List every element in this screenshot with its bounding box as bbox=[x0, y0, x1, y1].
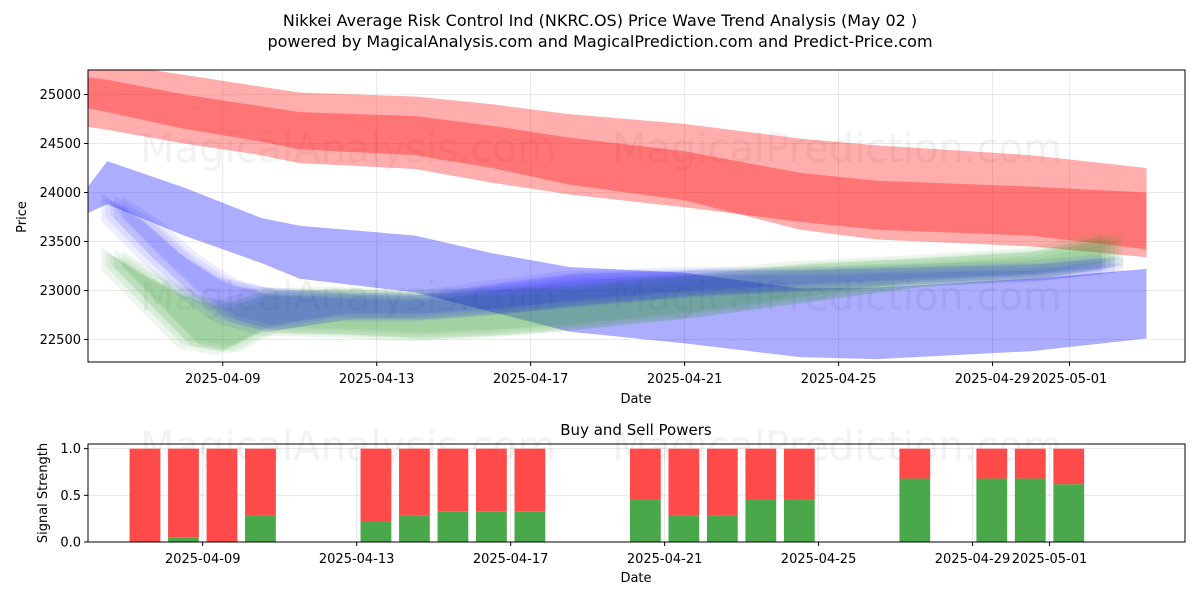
watermark-right: MagicalPrediction.com bbox=[612, 126, 1062, 172]
buy-bar bbox=[783, 499, 815, 542]
sell-bar bbox=[437, 448, 469, 512]
sell-bar bbox=[745, 448, 777, 500]
sell-bar bbox=[976, 448, 1008, 479]
signal-ytick-label: 1.0 bbox=[60, 442, 81, 457]
green-wave-band bbox=[114, 233, 1115, 354]
signal-ytick-label: 0.5 bbox=[60, 489, 81, 504]
buy-bar bbox=[476, 511, 507, 542]
price-y-label: Price bbox=[15, 201, 30, 233]
signal-xtick-label: 2025-04-09 bbox=[165, 552, 241, 567]
chart-subtitle: powered by MagicalAnalysis.com and Magic… bbox=[267, 32, 932, 51]
signal-x-ticks: 2025-04-09 2025-04-13 2025-04-17 2025-04-21… bbox=[165, 542, 1087, 567]
price-xtick-label: 2025-05-01 bbox=[1032, 372, 1108, 387]
sell-bar bbox=[129, 448, 161, 542]
price-ytick-label: 23500 bbox=[40, 235, 81, 250]
watermark-left: MagicalAnalysis.com bbox=[140, 126, 556, 172]
sell-bar bbox=[899, 448, 931, 479]
buy-bar bbox=[168, 537, 199, 542]
sell-bar bbox=[706, 448, 738, 516]
buy-bar bbox=[245, 515, 276, 542]
sell-bar bbox=[476, 448, 507, 512]
red-wave-band bbox=[88, 70, 1147, 250]
blue-ensemble-band bbox=[105, 197, 1106, 330]
price-watermarks: MagicalAnalysis.com MagicalPrediction.co… bbox=[140, 126, 1062, 320]
buy-bar bbox=[1014, 478, 1046, 542]
price-xtick-label: 2025-04-13 bbox=[339, 372, 415, 387]
buy-bar bbox=[360, 521, 392, 542]
green-wave-band bbox=[110, 238, 1111, 349]
buy-bar bbox=[899, 478, 931, 542]
price-xtick-label: 2025-04-25 bbox=[801, 372, 877, 387]
sell-bar bbox=[1014, 448, 1046, 479]
price-bands bbox=[88, 70, 1147, 360]
price-x-label: Date bbox=[620, 392, 651, 407]
buy-bar bbox=[629, 499, 661, 542]
sell-bar bbox=[399, 448, 430, 516]
price-ytick-label: 25000 bbox=[40, 88, 81, 103]
green-wave-band bbox=[105, 235, 1106, 352]
sell-bar bbox=[514, 448, 546, 512]
signal-xtick-label: 2025-04-25 bbox=[781, 552, 857, 567]
price-xtick-label: 2025-04-17 bbox=[493, 372, 569, 387]
price-ytick-label: 24000 bbox=[40, 186, 81, 201]
signal-y-label: Signal Strength bbox=[36, 443, 51, 543]
signal-ytick-label: 0.0 bbox=[60, 536, 81, 551]
price-xtick-label: 2025-04-21 bbox=[647, 372, 723, 387]
watermark-right-low: MagicalPrediction.com bbox=[612, 274, 1062, 320]
price-ytick-label: 24500 bbox=[40, 137, 81, 152]
signal-title: Buy and Sell Powers bbox=[560, 421, 712, 439]
sell-bar bbox=[783, 448, 815, 500]
signal-y-ticks: 0.0 0.5 1.0 bbox=[60, 442, 88, 551]
green-wave-band bbox=[101, 231, 1102, 356]
sell-bar bbox=[245, 448, 276, 516]
chart-title: Nikkei Average Risk Control Ind (NKRC.OS… bbox=[283, 11, 917, 30]
buy-bar bbox=[1053, 484, 1085, 542]
sell-bar bbox=[168, 448, 199, 538]
buy-bar bbox=[399, 515, 430, 542]
signal-xtick-label: 2025-04-21 bbox=[627, 552, 703, 567]
sell-bar bbox=[360, 448, 392, 522]
blue-ensemble-band bbox=[122, 196, 1123, 331]
signal-xtick-label: 2025-04-29 bbox=[935, 552, 1011, 567]
signal-panel: Buy and Sell Powers MagicalAnalysis.com … bbox=[36, 421, 1186, 586]
sell-bar bbox=[668, 448, 700, 516]
buy-bar bbox=[668, 515, 700, 542]
red-wave-band bbox=[88, 77, 1147, 258]
price-xtick-label: 2025-04-29 bbox=[955, 372, 1031, 387]
green-wave-band bbox=[122, 234, 1123, 353]
blue-ensemble-band bbox=[101, 193, 1102, 334]
sell-bar bbox=[1053, 448, 1085, 485]
buy-bar bbox=[437, 511, 469, 542]
buy-bar bbox=[976, 478, 1008, 542]
price-y-ticks: 22500 23000 23500 24000 24500 25000 bbox=[40, 88, 88, 348]
green-wave-band bbox=[118, 240, 1119, 347]
price-panel: MagicalAnalysis.com MagicalPrediction.co… bbox=[15, 69, 1186, 407]
price-ytick-label: 23000 bbox=[40, 284, 81, 299]
buy-bar bbox=[514, 511, 546, 542]
sell-bar bbox=[206, 448, 238, 542]
buy-bar bbox=[706, 515, 738, 542]
price-ytick-label: 22500 bbox=[40, 333, 81, 348]
blue-wave-band bbox=[88, 161, 1147, 360]
signal-xtick-label: 2025-04-17 bbox=[473, 552, 549, 567]
watermark-left-low: MagicalAnalysis.com bbox=[140, 274, 556, 320]
buy-bar bbox=[745, 499, 777, 542]
price-xtick-label: 2025-04-09 bbox=[185, 372, 261, 387]
sell-bar bbox=[629, 448, 661, 500]
signal-x-label: Date bbox=[620, 571, 651, 586]
signal-xtick-label: 2025-04-13 bbox=[319, 552, 395, 567]
signal-xtick-label: 2025-05-01 bbox=[1012, 552, 1088, 567]
blue-ensemble-band bbox=[114, 195, 1115, 332]
price-grid bbox=[88, 70, 1185, 362]
signal-bars bbox=[129, 448, 1085, 542]
price-x-ticks: 2025-04-09 2025-04-13 2025-04-17 2025-04-21… bbox=[185, 362, 1107, 387]
